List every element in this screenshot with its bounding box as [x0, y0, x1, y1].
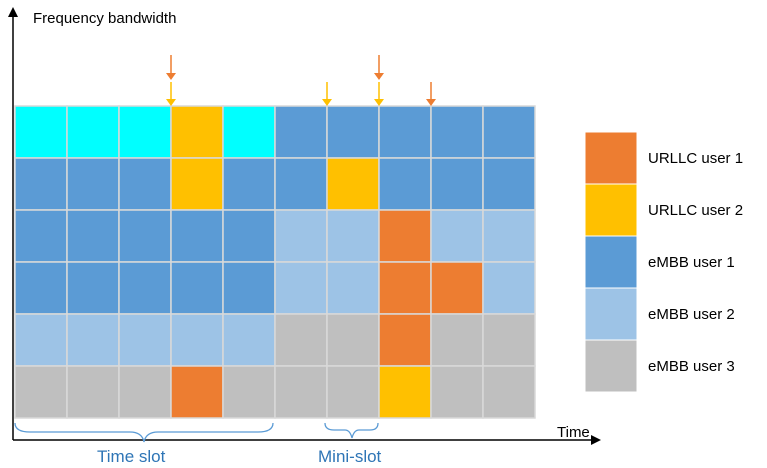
- legend-label-embb1: eMBB user 1: [648, 254, 735, 271]
- legend-label-embb2: eMBB user 2: [648, 306, 735, 323]
- resource-block-embb1: [482, 105, 536, 159]
- resource-block-embb1: [66, 261, 120, 315]
- resource-grid: [14, 105, 536, 419]
- legend-swatch-embb1: [584, 235, 638, 289]
- legend-label-urllc2: URLLC user 2: [648, 202, 743, 219]
- resource-block-embb1: [118, 261, 172, 315]
- mini-slot-label: Mini-slot: [318, 447, 382, 466]
- resource-block-embb1: [378, 157, 432, 211]
- urllc1-arrival-arrow-head: [166, 73, 176, 80]
- resource-block-embb1: [378, 105, 432, 159]
- resource-block-embb1: [274, 157, 328, 211]
- resource-block-urllc2: [326, 157, 380, 211]
- resource-block-embb3: [274, 313, 328, 367]
- resource-block-embb1: [430, 105, 484, 159]
- urllc2-arrival-arrow-head: [322, 99, 332, 106]
- mini-slot-brace: [324, 422, 379, 439]
- arrival-arrows: [166, 55, 436, 106]
- resource-block-embb2: [430, 209, 484, 263]
- legend-label-urllc1: URLLC user 1: [648, 150, 743, 167]
- legend-swatch-urllc1: [584, 131, 638, 185]
- resource-block-embb1: [118, 157, 172, 211]
- resource-block-embb2: [170, 313, 224, 367]
- x-axis-label: Time: [557, 424, 590, 441]
- y-axis-label: Frequency bandwidth: [33, 10, 176, 27]
- legend: URLLC user 1 URLLC user 2 eMBB user 1 eMBB …: [584, 131, 743, 393]
- time-slot-brace: [14, 422, 274, 443]
- resource-block-cyan: [14, 105, 68, 159]
- resource-block-embb3: [326, 313, 380, 367]
- resource-block-embb1: [14, 261, 68, 315]
- resource-block-embb3: [430, 313, 484, 367]
- resource-block-urllc1: [378, 209, 432, 263]
- resource-block-embb2: [14, 313, 68, 367]
- resource-block-embb2: [222, 313, 276, 367]
- resource-block-embb3: [482, 313, 536, 367]
- resource-block-embb1: [274, 105, 328, 159]
- resource-block-embb3: [14, 365, 68, 419]
- resource-block-embb1: [14, 157, 68, 211]
- resource-block-embb2: [118, 313, 172, 367]
- resource-block-embb1: [430, 157, 484, 211]
- resource-block-cyan: [222, 105, 276, 159]
- resource-block-embb1: [66, 157, 120, 211]
- resource-block-embb1: [222, 209, 276, 263]
- resource-block-urllc1: [430, 261, 484, 315]
- legend-swatch-embb3: [584, 339, 638, 393]
- resource-block-embb1: [66, 209, 120, 263]
- resource-block-embb1: [482, 157, 536, 211]
- resource-block-embb3: [430, 365, 484, 419]
- resource-block-embb2: [66, 313, 120, 367]
- resource-block-embb2: [274, 209, 328, 263]
- resource-block-embb1: [326, 105, 380, 159]
- resource-block-cyan: [118, 105, 172, 159]
- resource-block-embb2: [482, 209, 536, 263]
- resource-block-urllc2: [170, 157, 224, 211]
- resource-block-embb2: [274, 261, 328, 315]
- resource-block-urllc2: [170, 105, 224, 159]
- resource-block-embb2: [482, 261, 536, 315]
- resource-block-embb3: [274, 365, 328, 419]
- resource-block-cyan: [66, 105, 120, 159]
- resource-block-embb3: [118, 365, 172, 419]
- resource-block-embb3: [326, 365, 380, 419]
- resource-block-embb1: [170, 261, 224, 315]
- urllc2-arrival-arrow-head: [166, 99, 176, 106]
- resource-block-urllc2: [378, 365, 432, 419]
- legend-swatch-embb2: [584, 287, 638, 341]
- resource-block-embb1: [170, 209, 224, 263]
- resource-block-embb3: [222, 365, 276, 419]
- time-slot-label: Time slot: [97, 447, 166, 466]
- resource-block-urllc1: [378, 313, 432, 367]
- resource-block-embb3: [66, 365, 120, 419]
- resource-block-urllc1: [170, 365, 224, 419]
- legend-swatch-urllc2: [584, 183, 638, 237]
- resource-block-embb2: [326, 261, 380, 315]
- legend-label-embb3: eMBB user 3: [648, 358, 735, 375]
- resource-block-urllc1: [378, 261, 432, 315]
- resource-block-embb3: [482, 365, 536, 419]
- urllc2-arrival-arrow-head: [374, 99, 384, 106]
- resource-block-embb1: [14, 209, 68, 263]
- resource-block-embb1: [222, 157, 276, 211]
- resource-block-embb2: [326, 209, 380, 263]
- resource-block-embb1: [118, 209, 172, 263]
- resource-block-embb1: [222, 261, 276, 315]
- urllc1-arrival-arrow-head: [426, 99, 436, 106]
- urllc1-arrival-arrow-head: [374, 73, 384, 80]
